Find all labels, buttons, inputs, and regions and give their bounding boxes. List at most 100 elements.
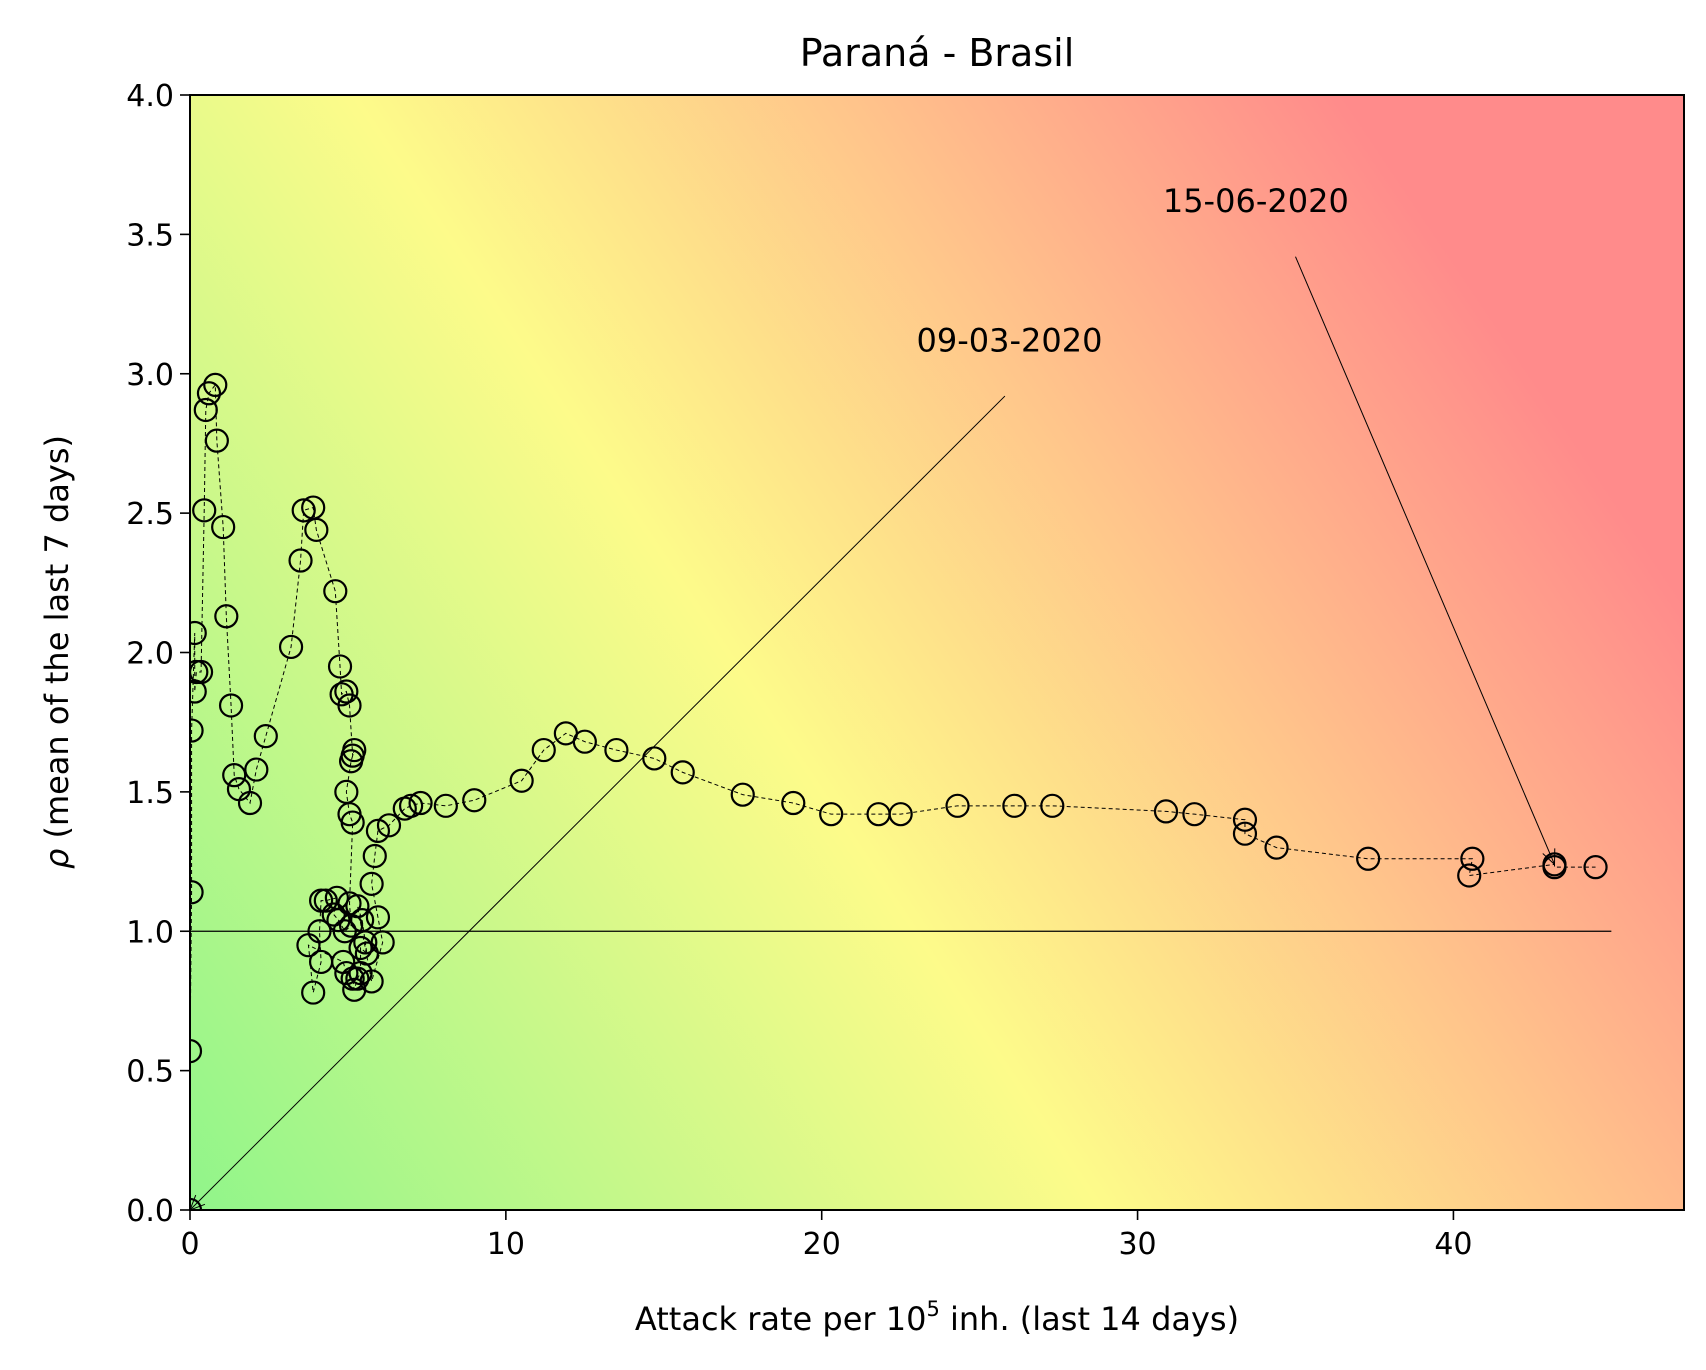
data-point bbox=[348, 935, 373, 961]
y-tick-label: 3.5 bbox=[126, 218, 174, 253]
series-layer bbox=[190, 372, 1608, 1210]
data-point bbox=[376, 813, 402, 838]
data-point bbox=[324, 885, 349, 910]
data-point bbox=[327, 654, 353, 679]
data-point bbox=[1583, 855, 1608, 880]
x-axis-label-rest: inh. (last 14 days) bbox=[940, 1300, 1239, 1338]
data-point bbox=[433, 793, 458, 818]
data-point bbox=[323, 579, 348, 604]
data-point bbox=[190, 620, 207, 646]
data-point bbox=[190, 1039, 203, 1064]
data-point bbox=[345, 966, 370, 991]
data-point bbox=[253, 724, 278, 749]
data-point bbox=[296, 933, 321, 958]
x-tick-label: 40 bbox=[1434, 1227, 1472, 1262]
data-point bbox=[304, 517, 329, 542]
data-point bbox=[354, 941, 379, 966]
data-point bbox=[509, 768, 534, 793]
data-point bbox=[288, 548, 313, 573]
data-point bbox=[365, 818, 391, 844]
data-point bbox=[337, 693, 362, 718]
data-point bbox=[1232, 807, 1258, 832]
data-point bbox=[359, 969, 384, 994]
y-axis-label-symbol: ρ bbox=[38, 849, 76, 869]
data-point bbox=[196, 381, 222, 406]
x-axis-label-sup: 5 bbox=[926, 1297, 939, 1321]
data-point bbox=[214, 604, 239, 629]
x-axis-label: Attack rate per 105 inh. (last 14 days) bbox=[635, 1297, 1239, 1338]
x-tick-label: 10 bbox=[487, 1227, 525, 1262]
data-point bbox=[1153, 799, 1179, 824]
data-point bbox=[531, 737, 556, 763]
data-point bbox=[670, 760, 695, 785]
data-point bbox=[222, 763, 247, 788]
data-point bbox=[819, 802, 844, 827]
data-point bbox=[365, 905, 391, 930]
x-tick-label: 0 bbox=[180, 1227, 199, 1262]
data-point bbox=[338, 749, 364, 774]
y-tick-label: 0.5 bbox=[126, 1055, 174, 1090]
data-point bbox=[730, 782, 755, 807]
y-tick-label: 2.0 bbox=[126, 637, 174, 672]
y-tick-label: 0.0 bbox=[126, 1194, 174, 1229]
data-point bbox=[334, 679, 359, 704]
annotation-arrow bbox=[190, 395, 1006, 1210]
data-point bbox=[278, 634, 304, 660]
data-point bbox=[1457, 863, 1482, 888]
data-point bbox=[642, 746, 667, 771]
data-point bbox=[192, 498, 217, 523]
data-point bbox=[244, 757, 269, 782]
data-point bbox=[781, 790, 806, 816]
data-point bbox=[1040, 793, 1065, 818]
y-tick-label: 1.5 bbox=[126, 776, 174, 811]
data-point bbox=[291, 498, 316, 523]
y-axis-label: ρ (mean of the last 7 days) bbox=[38, 435, 76, 869]
annotation-text-layer: 09-03-2020 15-06-2020 bbox=[916, 182, 1348, 359]
data-point bbox=[462, 788, 487, 813]
data-point bbox=[308, 888, 334, 913]
data-point bbox=[218, 693, 244, 718]
annotation-arrow bbox=[1295, 256, 1555, 865]
y-axis: 0.0 0.5 1.0 1.5 2.0 2.5 3.0 3.5 4.0 bbox=[126, 79, 190, 1229]
y-tick-label: 4.0 bbox=[126, 79, 174, 114]
data-point bbox=[342, 737, 367, 763]
y-tick-label: 3.0 bbox=[126, 358, 174, 393]
data-point bbox=[1356, 846, 1381, 871]
chart-title: Paraná - Brasil bbox=[800, 31, 1075, 75]
data-point bbox=[398, 793, 424, 818]
data-point bbox=[604, 737, 629, 763]
data-point bbox=[1460, 846, 1485, 871]
data-point bbox=[1542, 855, 1567, 880]
data-point bbox=[370, 930, 395, 955]
data-point bbox=[190, 718, 204, 743]
data-point bbox=[203, 372, 228, 397]
data-point bbox=[237, 790, 263, 816]
y-tick-label: 2.5 bbox=[126, 497, 174, 532]
data-point bbox=[211, 514, 236, 540]
data-point bbox=[193, 397, 218, 423]
x-tick-label: 30 bbox=[1118, 1227, 1156, 1262]
data-point bbox=[359, 871, 384, 896]
data-point bbox=[345, 894, 370, 919]
data-point bbox=[190, 880, 204, 905]
data-point bbox=[945, 793, 970, 818]
data-point bbox=[334, 960, 359, 986]
data-point bbox=[408, 790, 433, 816]
data-point bbox=[1232, 821, 1258, 846]
data-point bbox=[1264, 835, 1289, 860]
data-point bbox=[1182, 802, 1207, 827]
data-point bbox=[340, 810, 365, 835]
plot-background bbox=[190, 95, 1684, 1210]
data-point bbox=[301, 980, 326, 1005]
data-point bbox=[362, 843, 387, 869]
data-point bbox=[321, 902, 346, 927]
x-axis-label-main: Attack rate per 10 bbox=[635, 1300, 927, 1338]
data-point bbox=[350, 907, 375, 933]
data-point bbox=[572, 729, 597, 754]
x-axis: 0 10 20 30 40 bbox=[180, 1210, 1473, 1262]
series-line bbox=[190, 383, 1596, 1210]
y-axis-label-rest: (mean of the last 7 days) bbox=[38, 435, 76, 849]
y-tick-label: 1.0 bbox=[126, 915, 174, 950]
data-point bbox=[204, 428, 229, 453]
